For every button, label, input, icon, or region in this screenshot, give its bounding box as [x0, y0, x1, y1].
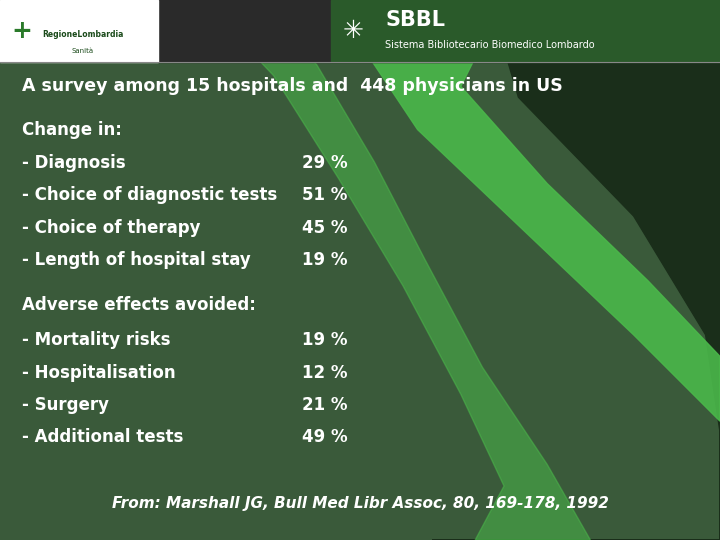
Text: - Choice of diagnostic tests: - Choice of diagnostic tests — [22, 186, 277, 205]
Text: - Length of hospital stay: - Length of hospital stay — [22, 251, 251, 269]
Text: 21 %: 21 % — [302, 396, 348, 414]
Text: A survey among 15 hospitals and  448 physicians in US: A survey among 15 hospitals and 448 phys… — [22, 77, 562, 96]
Text: - Diagnosis: - Diagnosis — [22, 154, 125, 172]
Text: - Choice of therapy: - Choice of therapy — [22, 219, 200, 237]
Text: ✳: ✳ — [342, 19, 364, 43]
Text: 49 %: 49 % — [302, 428, 348, 447]
Text: +: + — [12, 19, 32, 43]
Text: 45 %: 45 % — [302, 219, 348, 237]
Text: - Additional tests: - Additional tests — [22, 428, 183, 447]
Text: SBBL: SBBL — [385, 10, 445, 30]
Text: - Hospitalisation: - Hospitalisation — [22, 363, 175, 382]
Text: From: Marshall JG, Bull Med Libr Assoc, 80, 169-178, 1992: From: Marshall JG, Bull Med Libr Assoc, … — [112, 496, 608, 511]
Text: Change in:: Change in: — [22, 120, 122, 139]
Text: 19 %: 19 % — [302, 251, 348, 269]
Polygon shape — [202, 0, 590, 540]
Text: - Mortality risks: - Mortality risks — [22, 331, 170, 349]
Text: - Surgery: - Surgery — [22, 396, 109, 414]
Text: 51 %: 51 % — [302, 186, 348, 205]
Polygon shape — [338, 0, 720, 421]
Text: Sanità: Sanità — [72, 48, 94, 54]
Bar — [0, 0, 158, 62]
Text: 12 %: 12 % — [302, 363, 348, 382]
Text: 29 %: 29 % — [302, 154, 348, 172]
Bar — [158, 0, 720, 62]
Polygon shape — [432, 0, 720, 540]
Bar — [331, 0, 720, 62]
Text: 19 %: 19 % — [302, 331, 348, 349]
Text: Sistema Bibliotecario Biomedico Lombardo: Sistema Bibliotecario Biomedico Lombardo — [385, 40, 595, 50]
Text: RegioneLombardia: RegioneLombardia — [42, 30, 124, 39]
Text: Adverse effects avoided:: Adverse effects avoided: — [22, 296, 256, 314]
